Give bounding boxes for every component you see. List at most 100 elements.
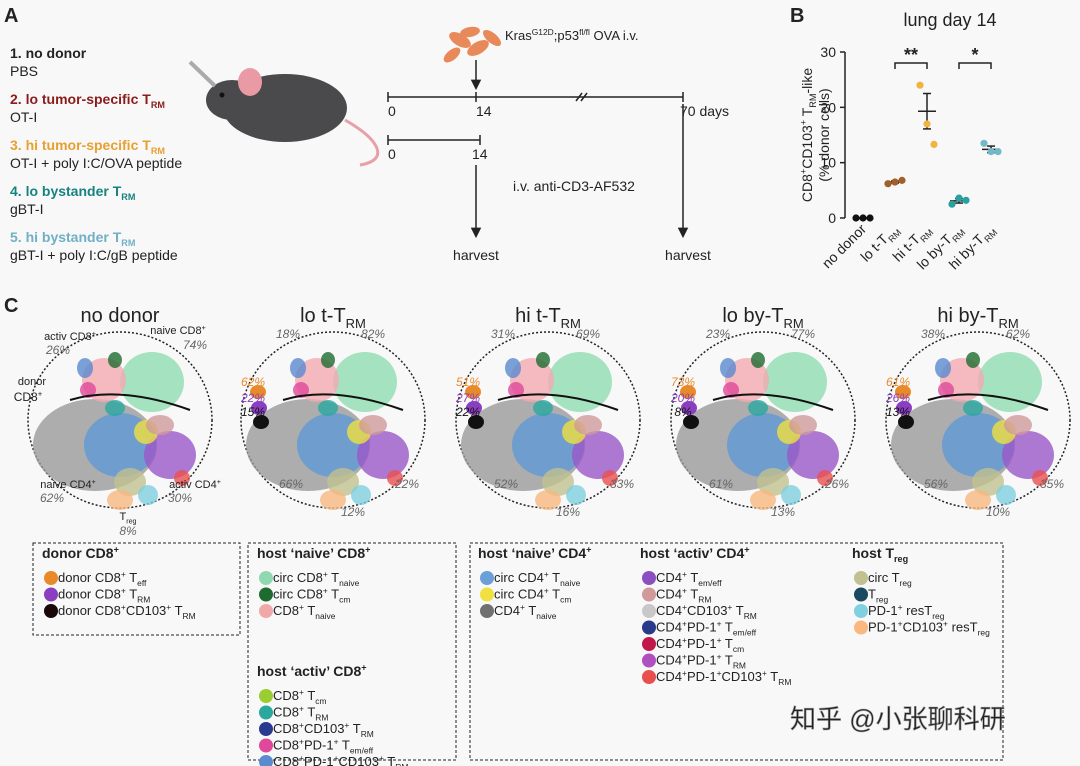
percentage: 12% — [341, 505, 365, 519]
timeline-label: 0 — [388, 103, 396, 119]
cluster — [996, 485, 1016, 505]
text-segment: reg — [900, 578, 913, 588]
group-title: 5. hi bystander TRM — [10, 229, 135, 248]
legend-title: host ‘naive’ CD8+ — [257, 545, 370, 561]
text-segment: PD-1 — [687, 653, 717, 668]
text-segment: + — [121, 602, 126, 612]
legend-label: CD4+ Tem/eff — [656, 569, 722, 588]
legend-swatch — [854, 604, 868, 618]
group-title: 3. hi tumor-specific TRM — [10, 137, 165, 156]
plot-title: lo by-TRM — [722, 305, 803, 331]
y-axis-label: (% donor cells) — [816, 88, 832, 181]
legend-label: donor CD8+ Teff — [58, 569, 147, 588]
text-segment: RM — [778, 677, 791, 687]
legend-label: circ CD4+ Tcm — [494, 586, 571, 605]
percentage: 61% — [709, 477, 733, 491]
data-point — [884, 180, 892, 188]
cluster — [963, 400, 983, 416]
donor-cluster — [465, 385, 481, 399]
cluster — [966, 352, 980, 368]
percentage: 35% — [1040, 477, 1064, 491]
cluster — [505, 358, 521, 378]
panel-label: A — [4, 5, 18, 27]
legend-swatch — [642, 571, 656, 585]
cluster — [508, 382, 524, 398]
text-segment: T — [126, 587, 137, 602]
text-segment: RM — [346, 316, 366, 331]
plot-title: no donor — [81, 305, 160, 327]
text-segment: + — [379, 753, 384, 763]
text-segment: + — [299, 704, 304, 714]
text-segment: T — [868, 587, 876, 602]
cluster — [574, 415, 602, 435]
percentage: 77% — [791, 327, 815, 341]
text-segment: 2. lo tumor-specific T — [10, 91, 151, 107]
legend-label: donor CD8+CD103+ TRM — [58, 602, 196, 621]
text-segment: 5. hi bystander T — [10, 229, 122, 245]
cluster — [1004, 415, 1032, 435]
text-segment: CD103 — [687, 603, 727, 618]
percentage: 26% — [45, 343, 70, 357]
cluster — [781, 485, 801, 505]
text-segment: hi t-T — [515, 305, 561, 327]
text-segment: + — [323, 569, 328, 579]
cluster — [293, 382, 309, 398]
legend-label: CD4+ Tnaive — [494, 602, 557, 621]
tsne-plot — [885, 331, 1071, 510]
timeline — [387, 60, 689, 239]
text-segment: em/eff — [698, 578, 722, 588]
text-segment: T — [328, 587, 339, 602]
text-segment: activ CD4 — [169, 479, 217, 491]
text-segment: T — [525, 603, 536, 618]
watermark: 知乎 @小张聊科研 — [790, 704, 1006, 734]
text-segment: lo t-T — [300, 305, 346, 327]
cluster — [720, 358, 736, 378]
text-segment: + — [682, 586, 687, 596]
text-segment: CD4 — [656, 636, 682, 651]
text-segment: + — [943, 619, 948, 629]
text-segment: CD8 — [273, 738, 299, 753]
tumor-cells-icon — [443, 26, 502, 63]
cluster — [972, 468, 1004, 496]
percentage: 8% — [119, 524, 137, 538]
text-segment: CD8 — [273, 688, 299, 703]
text-segment: CD8 — [273, 603, 299, 618]
tsne-plot — [27, 331, 213, 510]
cluster — [542, 468, 574, 496]
text-segment: Kras — [505, 28, 532, 43]
text-segment: RM — [698, 594, 711, 604]
text-segment: RM — [183, 611, 196, 621]
data-point — [930, 140, 938, 149]
cluster — [787, 431, 839, 479]
text-segment: + — [334, 737, 339, 747]
legend-label: CD4+ TRM — [656, 586, 711, 605]
cluster — [107, 490, 133, 510]
percentage: 22% — [394, 477, 419, 491]
percentage: CD8+ — [14, 389, 43, 404]
cluster — [965, 490, 991, 510]
y-tick-label: 20 — [820, 99, 836, 115]
text-segment: + — [682, 619, 687, 629]
legend-swatch — [642, 604, 656, 618]
legend-swatch — [259, 705, 273, 720]
text-segment: host ‘naive’ CD4 — [478, 545, 586, 561]
text-segment: RM — [361, 729, 374, 739]
cluster-label: naive CD8+ — [150, 324, 206, 337]
text-segment: cm — [315, 696, 326, 706]
text-segment: T — [799, 107, 815, 120]
text-segment: T — [126, 570, 137, 585]
cluster — [978, 352, 1042, 412]
treatment-label: i.v. anti-CD3-AF532 — [513, 178, 635, 194]
text-segment: + — [717, 652, 722, 662]
legend-swatch — [854, 571, 868, 585]
text-segment: + — [299, 602, 304, 612]
percentage: 22% — [455, 405, 480, 419]
percentage: 31% — [491, 327, 515, 341]
cluster — [533, 400, 553, 416]
text-segment: T — [171, 603, 182, 618]
legend-title: host ‘activ’ CD4+ — [640, 545, 750, 561]
text-segment: CD4 — [656, 620, 682, 635]
text-segment: + — [682, 668, 687, 678]
text-segment: no donor — [819, 221, 870, 272]
